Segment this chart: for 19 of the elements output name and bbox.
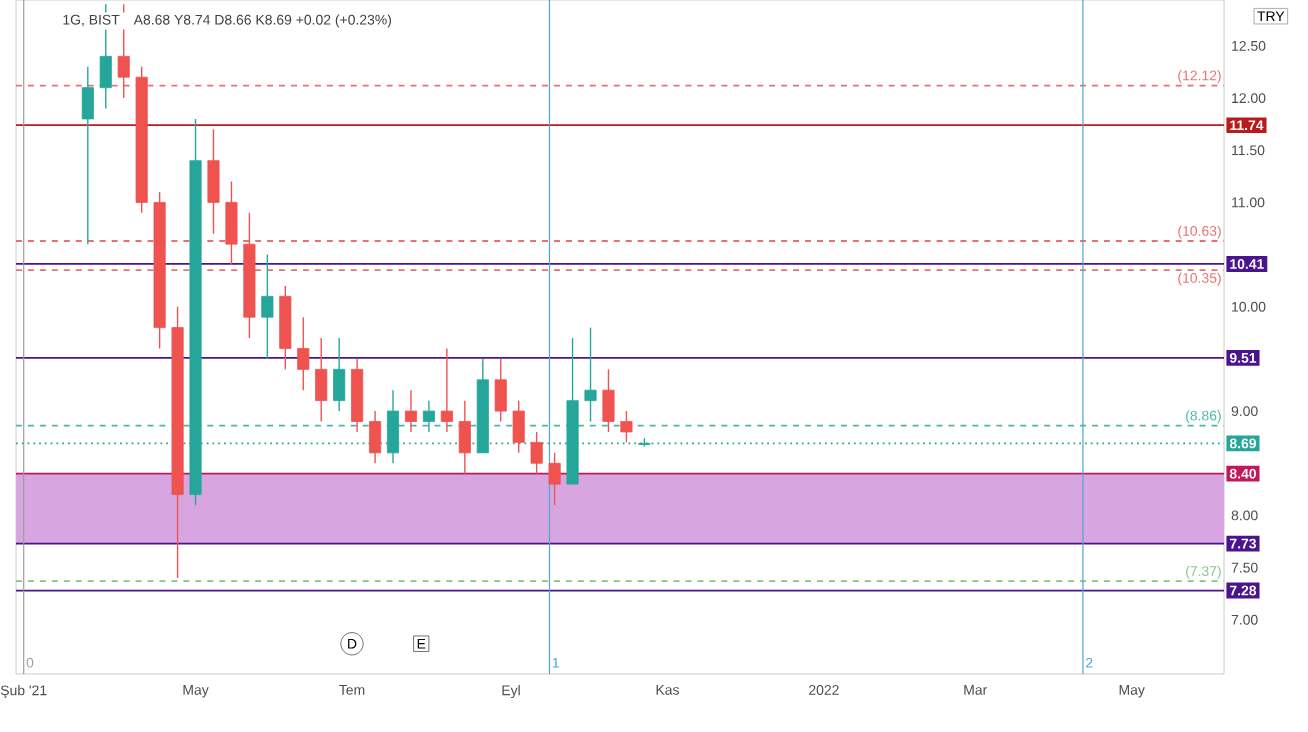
candlestick xyxy=(369,410,382,464)
candlestick xyxy=(548,452,561,506)
candlestick xyxy=(584,326,597,423)
candlestick xyxy=(494,358,507,423)
candlestick xyxy=(530,431,543,475)
candlestick xyxy=(404,389,418,433)
candlestick xyxy=(225,180,238,266)
candlestick xyxy=(261,253,274,360)
candlestick xyxy=(207,128,220,235)
candlestick xyxy=(81,66,94,245)
candlestick xyxy=(333,337,346,412)
candlestick xyxy=(620,410,633,444)
candlestick xyxy=(315,337,328,423)
candlestick xyxy=(297,316,310,391)
candlestick xyxy=(602,368,615,433)
candlestick xyxy=(422,399,435,433)
candlestick xyxy=(512,399,525,454)
candlestick xyxy=(440,347,453,433)
candlestick xyxy=(458,399,471,475)
